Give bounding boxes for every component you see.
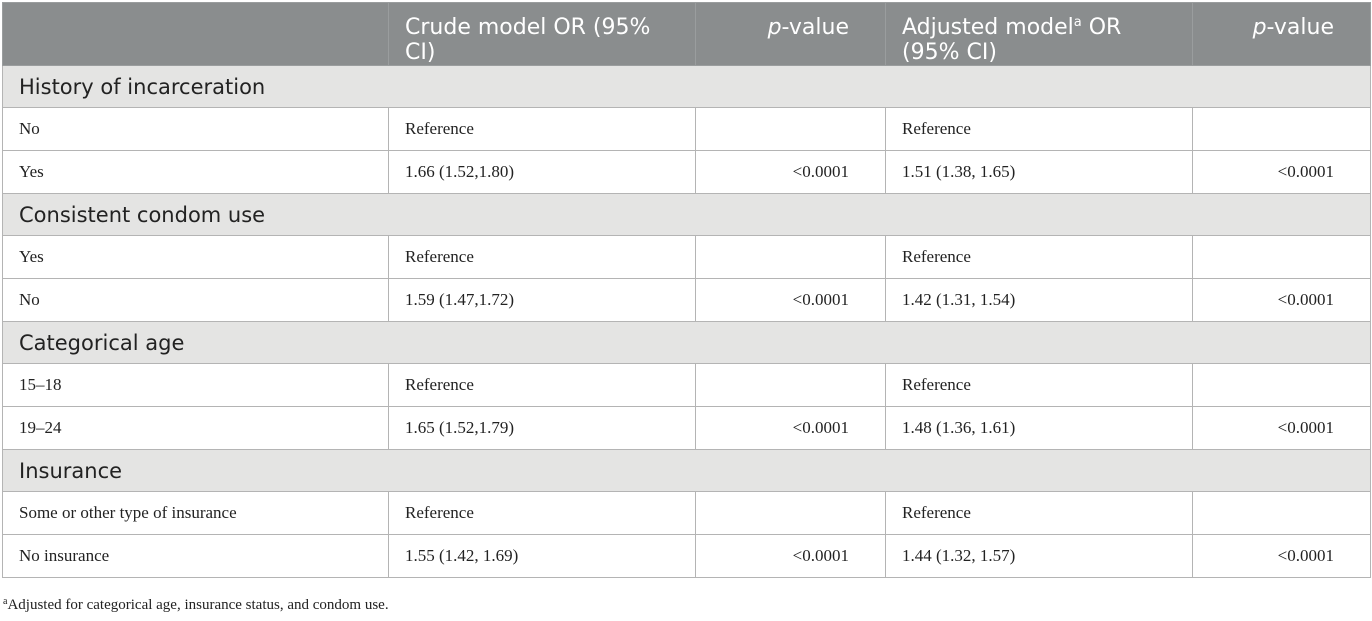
section-title: Categorical age xyxy=(2,321,1371,364)
section-title: Consistent condom use xyxy=(2,193,1371,236)
crude-p-cell xyxy=(695,235,886,279)
adjusted-p-cell: <0.0001 xyxy=(1192,150,1371,194)
section-title: Insurance xyxy=(2,449,1371,492)
header-adjusted-sup: a xyxy=(1073,15,1082,30)
header-adjusted-main: Adjusted model xyxy=(902,15,1074,40)
header-crude-p-italic: p xyxy=(767,15,782,40)
row-label: 15–18 xyxy=(2,363,389,407)
row-label: No xyxy=(2,278,389,322)
section-row: Consistent condom use xyxy=(2,193,1371,236)
crude-p-cell: <0.0001 xyxy=(695,278,886,322)
header-adjusted-rest: OR (95% CI) xyxy=(902,15,1122,65)
row-label: No insurance xyxy=(2,534,389,578)
header-adjusted-or: Adjusted modela OR (95% CI) xyxy=(885,2,1193,66)
crude-p-cell xyxy=(695,491,886,535)
table-row: No insurance 1.55 (1.42, 1.69) <0.0001 1.44… xyxy=(2,534,1371,578)
adjusted-or-cell: 1.44 (1.32, 1.57) xyxy=(885,534,1193,578)
crude-or-cell: Reference xyxy=(388,107,696,151)
adjusted-or-cell: Reference xyxy=(885,363,1193,407)
row-label: Yes xyxy=(2,150,389,194)
header-variable xyxy=(2,2,389,66)
header-crude-or: Crude model OR (95% CI) xyxy=(388,2,696,66)
adjusted-p-cell xyxy=(1192,363,1371,407)
footnote-text: Adjusted for categorical age, insurance … xyxy=(7,597,389,613)
header-adjusted-p-italic: p xyxy=(1252,15,1267,40)
section-title: History of incarceration xyxy=(2,65,1371,108)
row-label: No xyxy=(2,107,389,151)
adjusted-or-cell: Reference xyxy=(885,491,1193,535)
footnote: aAdjusted for categorical age, insurance… xyxy=(3,597,389,614)
adjusted-or-cell: 1.51 (1.38, 1.65) xyxy=(885,150,1193,194)
table-row: Some or other type of insurance Reference… xyxy=(2,491,1371,535)
section-row: Insurance xyxy=(2,449,1371,492)
crude-or-cell: 1.65 (1.52,1.79) xyxy=(388,406,696,450)
adjusted-p-cell: <0.0001 xyxy=(1192,406,1371,450)
crude-or-cell: 1.66 (1.52,1.80) xyxy=(388,150,696,194)
adjusted-p-cell: <0.0001 xyxy=(1192,278,1371,322)
row-label: Some or other type of insurance xyxy=(2,491,389,535)
row-label: 19–24 xyxy=(2,406,389,450)
adjusted-or-cell: 1.48 (1.36, 1.61) xyxy=(885,406,1193,450)
header-adjusted-p: p-value xyxy=(1192,2,1371,66)
adjusted-p-cell xyxy=(1192,235,1371,279)
row-label: Yes xyxy=(2,235,389,279)
header-row: Crude model OR (95% CI) p-value Adjusted… xyxy=(2,2,1371,66)
crude-p-cell xyxy=(695,363,886,407)
table-row: No 1.59 (1.47,1.72) <0.0001 1.42 (1.31, 1.5… xyxy=(2,278,1371,322)
adjusted-or-cell: 1.42 (1.31, 1.54) xyxy=(885,278,1193,322)
crude-or-cell: Reference xyxy=(388,491,696,535)
adjusted-or-cell: Reference xyxy=(885,235,1193,279)
table-row: 15–18 Reference Reference xyxy=(2,363,1371,407)
crude-or-cell: Reference xyxy=(388,363,696,407)
crude-or-cell: 1.55 (1.42, 1.69) xyxy=(388,534,696,578)
header-adjusted-p-rest: -value xyxy=(1266,15,1334,40)
crude-p-cell xyxy=(695,107,886,151)
crude-p-cell: <0.0001 xyxy=(695,150,886,194)
adjusted-p-cell xyxy=(1192,491,1371,535)
table-row: Yes 1.66 (1.52,1.80) <0.0001 1.51 (1.38, 1.… xyxy=(2,150,1371,194)
adjusted-p-cell xyxy=(1192,107,1371,151)
crude-p-cell: <0.0001 xyxy=(695,534,886,578)
table-row: Yes Reference Reference xyxy=(2,235,1371,279)
results-table: Crude model OR (95% CI) p-value Adjusted… xyxy=(2,2,1371,578)
header-crude-p-rest: -value xyxy=(781,15,849,40)
crude-p-cell: <0.0001 xyxy=(695,406,886,450)
table-row: No Reference Reference xyxy=(2,107,1371,151)
section-row: Categorical age xyxy=(2,321,1371,364)
header-crude-p: p-value xyxy=(695,2,886,66)
adjusted-p-cell: <0.0001 xyxy=(1192,534,1371,578)
section-row: History of incarceration xyxy=(2,65,1371,108)
adjusted-or-cell: Reference xyxy=(885,107,1193,151)
footnote-marker: a xyxy=(3,596,8,607)
crude-or-cell: 1.59 (1.47,1.72) xyxy=(388,278,696,322)
crude-or-cell: Reference xyxy=(388,235,696,279)
table-row: 19–24 1.65 (1.52,1.79) <0.0001 1.48 (1.36, … xyxy=(2,406,1371,450)
